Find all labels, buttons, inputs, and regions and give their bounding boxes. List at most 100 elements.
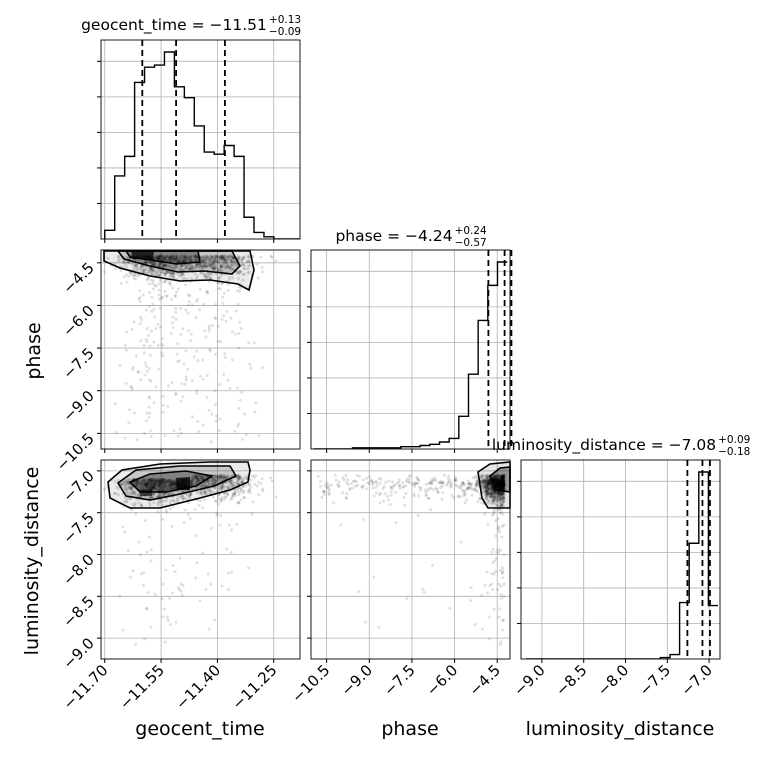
- sample-point: [147, 479, 151, 483]
- sample-point: [496, 485, 500, 489]
- sample-point: [162, 478, 166, 482]
- sample-point: [497, 474, 501, 478]
- sample-point: [222, 492, 226, 496]
- sample-point: [502, 500, 506, 504]
- sample-point: [164, 294, 168, 298]
- sample-point: [405, 477, 409, 481]
- sample-point: [178, 258, 182, 262]
- sample-point: [209, 276, 213, 280]
- sample-point: [371, 486, 375, 490]
- sample-point: [167, 257, 171, 261]
- sample-point: [230, 254, 234, 258]
- sample-point: [143, 259, 147, 263]
- sample-point: [175, 290, 179, 294]
- sample-point: [217, 281, 221, 285]
- sample-point: [134, 264, 138, 268]
- sample-point: [142, 571, 146, 575]
- sample-point: [161, 479, 165, 483]
- sample-point: [243, 475, 247, 479]
- sample-point: [215, 266, 219, 270]
- sample-point: [139, 318, 143, 322]
- sample-point: [484, 490, 488, 494]
- sample-point: [157, 263, 161, 267]
- sample-point: [161, 486, 165, 490]
- sample-point: [231, 256, 235, 260]
- sample-point: [233, 494, 237, 498]
- sample-point: [124, 480, 128, 484]
- ylabel-luminosity-distance: luminosity_distance: [21, 467, 43, 656]
- sample-point: [161, 263, 165, 267]
- sample-point: [336, 484, 340, 488]
- sample-point: [427, 486, 431, 490]
- sample-point: [169, 258, 173, 262]
- sample-point: [148, 353, 152, 357]
- xtick-label-luminosity_distance: −7.5: [636, 661, 674, 699]
- sample-point: [495, 478, 499, 482]
- sample-point: [152, 340, 156, 344]
- sample-point: [493, 496, 497, 500]
- sample-point: [162, 479, 166, 483]
- sample-point: [502, 483, 506, 487]
- sample-point: [214, 254, 218, 258]
- sample-point: [162, 264, 166, 268]
- sample-point: [161, 481, 165, 485]
- sample-point: [492, 499, 496, 503]
- sample-point: [224, 259, 228, 263]
- sample-point: [254, 474, 258, 478]
- sample-point: [502, 491, 506, 495]
- sample-point: [492, 479, 496, 483]
- sample-point: [148, 266, 152, 270]
- sample-point: [164, 480, 168, 484]
- sample-point: [496, 503, 500, 507]
- sample-point: [501, 474, 505, 478]
- sample-point: [203, 490, 207, 494]
- sample-point: [218, 262, 222, 266]
- sample-point: [493, 491, 497, 495]
- sample-point: [383, 492, 387, 496]
- sample-point: [438, 481, 442, 485]
- sample-point: [171, 480, 175, 484]
- sample-point: [151, 268, 155, 272]
- sample-point: [183, 255, 187, 259]
- sample-point: [485, 491, 489, 495]
- sample-point: [500, 478, 504, 482]
- sample-point: [490, 488, 494, 492]
- sample-point: [149, 435, 153, 439]
- sample-point: [494, 499, 498, 503]
- sample-point: [413, 482, 417, 486]
- sample-point: [201, 477, 205, 481]
- sample-point: [166, 254, 170, 258]
- sample-point: [496, 478, 500, 482]
- sample-point: [158, 484, 162, 488]
- sample-point: [500, 491, 504, 495]
- sample-point: [502, 480, 506, 484]
- sample-point: [488, 493, 492, 497]
- sample-point: [152, 485, 156, 489]
- sample-point: [213, 316, 217, 320]
- sample-point: [135, 483, 139, 487]
- sample-point: [488, 478, 492, 482]
- sample-point: [193, 256, 197, 260]
- sample-point: [480, 485, 484, 489]
- sample-point: [500, 491, 504, 495]
- sample-point: [244, 483, 248, 487]
- sample-point: [148, 429, 152, 433]
- sample-point: [501, 475, 505, 479]
- sample-point: [497, 485, 501, 489]
- sample-point: [213, 475, 217, 479]
- sample-point: [163, 262, 167, 266]
- sample-point: [496, 490, 500, 494]
- sample-point: [474, 474, 478, 478]
- sample-point: [161, 483, 165, 487]
- sample-point: [499, 478, 503, 482]
- sample-point: [482, 474, 486, 478]
- sample-point: [496, 477, 500, 481]
- sample-point: [247, 566, 251, 570]
- sample-point: [159, 325, 163, 329]
- sample-point: [163, 256, 167, 260]
- sample-point: [144, 308, 148, 312]
- sample-point: [327, 487, 331, 491]
- sample-point: [190, 479, 194, 483]
- sample-point: [500, 475, 504, 479]
- sample-point: [498, 493, 502, 497]
